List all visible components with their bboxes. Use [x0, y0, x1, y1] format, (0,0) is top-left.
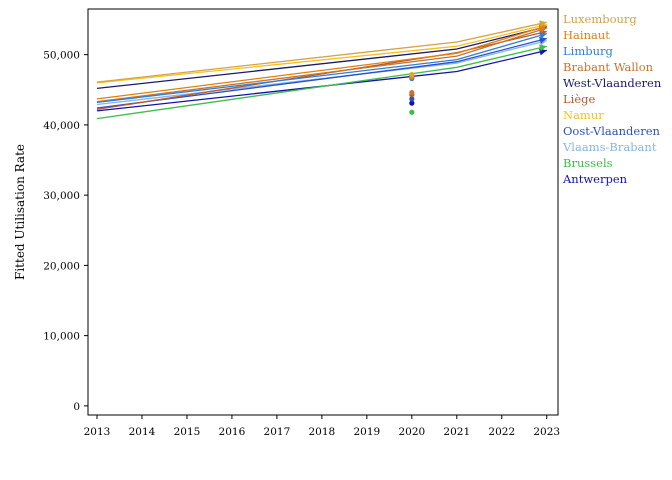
series-points — [409, 71, 415, 115]
legend-entry: Hainaut — [563, 28, 610, 42]
data-point — [409, 72, 415, 78]
x-tick-label: 2020 — [398, 426, 425, 438]
legend-entry: Brabant Wallon — [563, 60, 654, 74]
data-point — [409, 89, 415, 96]
x-tick-label: 2022 — [488, 426, 515, 438]
series-line-limburg — [96, 32, 547, 104]
legend-entry: Luxembourg — [563, 12, 637, 26]
legend: Luxembourg Hainaut Limburg Brabant Wallon We… — [562, 12, 662, 186]
y-axis: 0 10,000 20,000 30,000 40,000 50,000 — [43, 50, 88, 413]
legend-entry: Liège — [563, 92, 595, 106]
series-line-oost-vlaanderen — [96, 37, 547, 109]
legend-entry: Oost-Vlaanderen — [563, 124, 660, 138]
x-tick-label: 2021 — [443, 426, 470, 438]
data-point — [409, 96, 415, 102]
y-tick-label: 50,000 — [43, 50, 80, 62]
x-tick-label: 2015 — [174, 426, 201, 438]
x-tick-label: 2017 — [264, 426, 291, 438]
legend-entry: Limburg — [563, 44, 613, 58]
series-line-west-vlaanderen — [96, 25, 547, 90]
series-end-marker — [539, 32, 547, 39]
y-tick-label: 40,000 — [43, 120, 80, 132]
series-line-brussels — [96, 45, 547, 120]
legend-entry: Vlaams-Brabant — [562, 140, 657, 154]
data-point — [409, 109, 415, 115]
series-lines — [96, 20, 547, 120]
x-axis: 2013 2014 2015 2016 2017 2018 2019 2020 2021 2022… — [84, 415, 560, 438]
y-axis-label: Fitted Utilisation Rate — [13, 144, 27, 280]
x-tick-label: 2014 — [129, 426, 156, 438]
y-tick-label: 30,000 — [43, 190, 80, 202]
x-tick-label: 2016 — [219, 426, 246, 438]
x-tick-label: 2018 — [309, 426, 336, 438]
series-end-marker — [539, 20, 547, 28]
series-end-marker — [539, 44, 547, 52]
y-tick-label: 0 — [73, 401, 80, 413]
legend-entry: West-Vlaanderen — [563, 76, 662, 90]
x-tick-label: 2019 — [353, 426, 380, 438]
legend-entry: Namur — [563, 108, 604, 122]
series-line-antwerpen — [96, 49, 547, 112]
legend-entry: Brussels — [563, 156, 613, 170]
series-line-li-ge — [96, 30, 547, 111]
x-tick-label: 2013 — [84, 426, 111, 438]
series-line-luxembourg — [96, 21, 547, 83]
data-point — [409, 100, 415, 106]
x-tick-label: 2023 — [533, 426, 560, 438]
y-tick-label: 20,000 — [43, 260, 80, 272]
legend-entry: Antwerpen — [562, 172, 628, 186]
series-line-namur — [96, 23, 547, 84]
y-tick-label: 10,000 — [43, 331, 80, 343]
plot-area — [87, 8, 559, 416]
series-line-brabant-wallon — [96, 27, 547, 103]
series-line-hainaut — [96, 25, 547, 100]
